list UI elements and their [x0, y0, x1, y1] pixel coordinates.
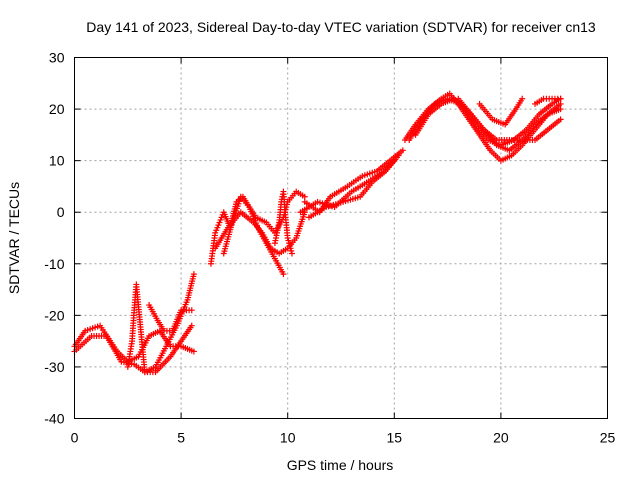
series-track-6 — [220, 188, 308, 257]
series-track-8 — [271, 188, 295, 257]
series-track-17 — [532, 95, 564, 107]
series-track-16 — [476, 95, 526, 128]
x-tick-label: 25 — [600, 430, 616, 446]
series-track-15 — [455, 95, 564, 144]
data-point-marker — [557, 116, 564, 123]
data-point-marker — [557, 95, 564, 102]
series-track-9 — [301, 147, 406, 216]
x-tick-label: 0 — [71, 430, 79, 446]
grid — [74, 57, 608, 419]
plot-frame — [74, 57, 608, 419]
y-tick-label: 0 — [57, 204, 65, 220]
data-point-marker — [557, 100, 564, 107]
data-point-marker — [188, 307, 195, 314]
x-tick-label: 5 — [177, 430, 185, 446]
y-tick-label: 10 — [49, 153, 65, 169]
data-point-marker — [280, 271, 287, 278]
data-point-marker — [519, 95, 526, 102]
y-tick-label: -40 — [44, 411, 64, 427]
series-track-11 — [306, 152, 402, 221]
x-tick-label: 10 — [280, 430, 296, 446]
y-tick-label: 20 — [49, 101, 65, 117]
data-point-marker — [190, 271, 197, 278]
data-point-marker — [188, 322, 195, 329]
x-tick-label: 20 — [493, 430, 509, 446]
data-point-marker — [190, 348, 197, 355]
data-point-marker — [557, 106, 564, 113]
data-point-marker — [395, 152, 402, 159]
data-point-marker — [399, 147, 406, 154]
y-axis-label: SDTVAR / TECUs — [6, 182, 22, 294]
y-tick-label: -10 — [44, 256, 64, 272]
chart-title: Day 141 of 2023, Sidereal Day-to-day VTE… — [86, 19, 596, 35]
y-tick-label: -20 — [44, 307, 64, 323]
x-axis-label: GPS time / hours — [287, 457, 394, 473]
series-track-4 — [146, 302, 195, 334]
data-point-marker — [301, 193, 308, 200]
data-marks — [71, 90, 564, 376]
axis-ticks: 0 5 10 15 20 25 -40 -30 -20 -10 0 10 20 30 — [44, 50, 615, 446]
x-tick-label: 15 — [387, 430, 403, 446]
y-tick-label: -30 — [44, 359, 64, 375]
series-track-7 — [212, 209, 308, 257]
data-point-marker — [288, 250, 295, 257]
y-tick-label: 30 — [49, 50, 65, 66]
